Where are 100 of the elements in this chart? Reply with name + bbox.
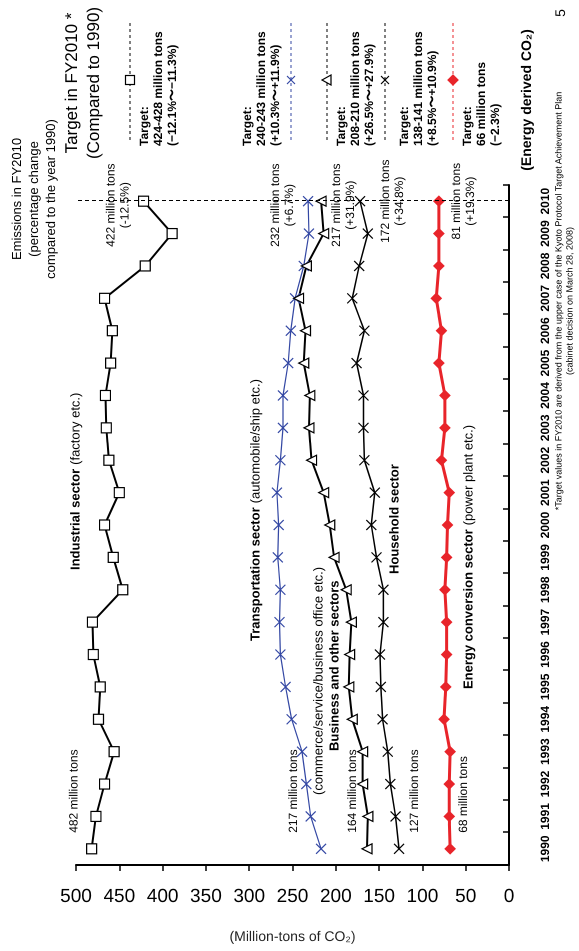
annotation: 172 million tons (+34.8%) xyxy=(378,159,406,243)
point xyxy=(436,454,448,466)
point xyxy=(436,325,448,336)
y-tick-label: 1999 xyxy=(538,544,552,571)
point xyxy=(439,422,451,434)
annotation: 68 million tons xyxy=(456,756,470,833)
text: Industrial sector xyxy=(68,468,82,570)
point xyxy=(103,454,115,466)
x-tick-label: 150 xyxy=(363,886,395,907)
annotation: 164 million tons xyxy=(344,749,359,833)
point xyxy=(305,810,316,822)
annotation: (automobile/ship etc.) xyxy=(248,379,262,504)
point xyxy=(108,552,119,563)
text: Target: 138-141 million tons (+8.5%〜+10.9%) xyxy=(397,30,439,146)
point xyxy=(300,778,312,790)
point xyxy=(444,746,456,758)
y-tick-label: 2000 xyxy=(538,511,552,538)
x-tick-label: 400 xyxy=(146,886,178,907)
annotation: 232 million tons (+6.7%) xyxy=(268,163,296,247)
point xyxy=(300,260,312,272)
point xyxy=(117,584,128,596)
point xyxy=(92,714,104,725)
point xyxy=(441,552,452,563)
y-tick-label: 1997 xyxy=(538,608,552,636)
point xyxy=(280,681,292,693)
point xyxy=(306,454,318,466)
x-tick-label: 500 xyxy=(60,886,92,907)
point xyxy=(376,714,388,725)
y-tick-label: 1990 xyxy=(538,835,552,862)
text: Target: 208-210 million tons (+26.5%〜+27.9%) xyxy=(334,30,376,146)
point xyxy=(86,843,98,854)
point xyxy=(140,260,151,272)
y-tick-label: 2010 xyxy=(538,188,552,215)
point xyxy=(106,325,118,336)
point xyxy=(98,292,110,304)
annotation: 482 million tons xyxy=(66,749,81,833)
annotation: 127 million tons xyxy=(407,749,422,833)
y-tick-label: 1995 xyxy=(538,673,552,700)
point xyxy=(318,228,330,240)
point xyxy=(298,357,310,369)
point xyxy=(282,357,294,369)
point xyxy=(343,681,354,693)
point xyxy=(86,616,98,628)
point xyxy=(346,292,358,304)
point xyxy=(444,487,455,498)
x-tick-label: 250 xyxy=(276,886,308,907)
point xyxy=(358,390,370,402)
text: Target in FY2010 * xyxy=(62,12,81,154)
point xyxy=(357,746,368,758)
point xyxy=(138,196,150,207)
point xyxy=(274,454,286,466)
y-tick-label: 2004 xyxy=(538,382,552,409)
y-tick-label: 1998 xyxy=(538,576,552,604)
annotation: 217 million tons (+31.9%) xyxy=(329,163,358,247)
point xyxy=(277,422,289,434)
point xyxy=(442,519,454,531)
annotation: (factory etc.) xyxy=(68,392,82,465)
annotation: 81 million tons (+19.3%) xyxy=(448,162,477,240)
text: Emissions in FY2010 (percentage change compared to the year 1990) xyxy=(9,119,58,279)
text: *Target values in FY2010 are derived from the upper case of the Kyoto Protocol Target Achievement Plan (cabinet decision on March 28, 2008) xyxy=(554,92,574,510)
text: Household sector xyxy=(386,464,402,574)
x-axis-title: (Million-tons of CO₂) xyxy=(229,928,356,944)
point xyxy=(98,778,110,790)
point xyxy=(340,584,352,596)
annotation: (commerce/service/business office etc.) xyxy=(310,566,326,795)
point xyxy=(274,648,286,660)
point xyxy=(344,648,356,660)
y-tick-label: 2003 xyxy=(538,414,552,442)
point xyxy=(114,487,125,498)
point xyxy=(433,357,444,369)
point xyxy=(274,584,286,596)
point xyxy=(315,843,327,854)
y-tick-label: 1991 xyxy=(538,802,552,830)
y-tick-label: 1996 xyxy=(538,640,552,668)
x-tick-label: 300 xyxy=(233,886,266,907)
point xyxy=(88,648,99,660)
point xyxy=(390,810,402,822)
x-tick-label: 200 xyxy=(320,886,352,907)
point xyxy=(370,552,382,563)
point xyxy=(324,519,336,531)
y-tick-label: 2007 xyxy=(538,284,552,312)
point xyxy=(98,519,110,531)
y-tick-label: 2008 xyxy=(538,252,552,280)
point xyxy=(393,843,405,854)
point xyxy=(166,228,178,240)
point xyxy=(303,422,315,434)
point xyxy=(362,228,374,240)
point xyxy=(302,196,314,207)
point xyxy=(290,292,301,304)
point xyxy=(277,390,289,402)
text: Business and other sectors xyxy=(326,580,342,751)
x-tick-label: 0 xyxy=(504,886,514,907)
point xyxy=(303,228,315,240)
point xyxy=(271,487,283,498)
text: 5 xyxy=(552,8,568,17)
point xyxy=(375,681,386,693)
point xyxy=(108,746,120,758)
point xyxy=(292,292,304,304)
point xyxy=(433,228,444,240)
point xyxy=(94,681,106,693)
